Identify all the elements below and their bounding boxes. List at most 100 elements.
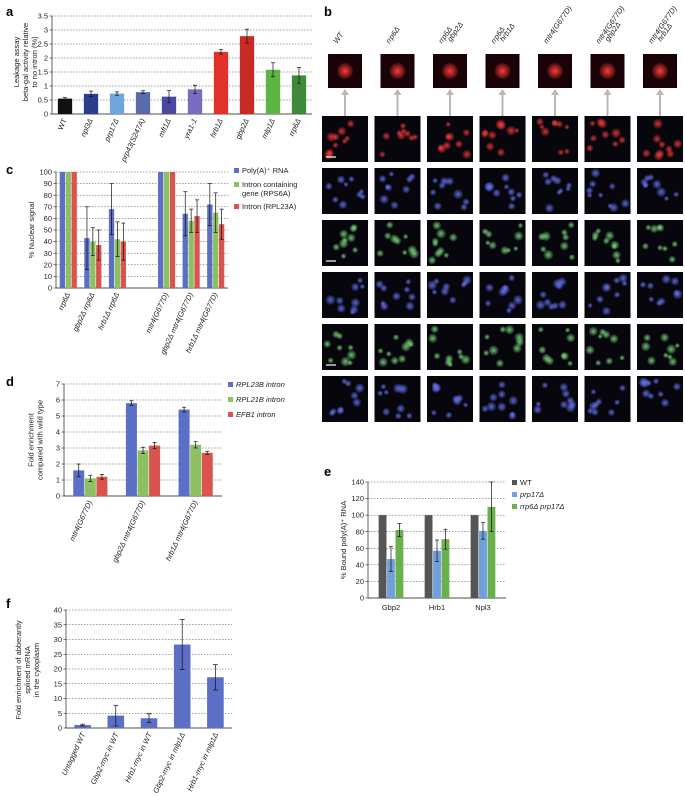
cell [336, 304, 346, 313]
arrow-head [393, 89, 402, 95]
cell [485, 283, 494, 292]
cell [657, 244, 663, 251]
cell [457, 353, 465, 360]
bar [84, 478, 96, 496]
cell [377, 390, 384, 397]
cell [436, 228, 446, 239]
cell [378, 175, 387, 183]
legend-label: RPL21B intron [236, 395, 285, 404]
y-tick-label: 140 [351, 478, 364, 487]
cell [488, 130, 497, 140]
cell [609, 334, 619, 344]
x-tick-label: Hrb1-myc in WT [123, 730, 155, 784]
cell [488, 345, 499, 356]
chart-a: 0 0.5 1 1.5 2 2.5 3 3.5 Leakage assay beta-gal ac… [12, 12, 312, 164]
cell [445, 133, 452, 140]
x-tick-label: gbp2Δ [233, 117, 250, 140]
cell [652, 378, 659, 385]
legend-label: rrp6Δ prp17Δ [520, 502, 564, 511]
cell [589, 134, 597, 142]
cell [455, 140, 463, 148]
cell [432, 240, 439, 247]
cell [486, 401, 497, 412]
y-axis-label: beta-gal activity relative [21, 23, 30, 101]
cell [427, 333, 438, 343]
cell [645, 224, 652, 231]
cell [514, 127, 520, 134]
cell [596, 295, 604, 304]
cell [613, 277, 621, 284]
legend-swatch [234, 168, 239, 173]
x-tick-label: hrb1Δ [208, 117, 225, 139]
cell [612, 250, 621, 260]
legend-label: Poly(A)⁺ RNA [242, 166, 288, 175]
cell [658, 141, 666, 148]
cell [485, 142, 495, 151]
x-tick-label: mtr4(G677D) [67, 499, 94, 543]
y-tick-label: 80 [356, 527, 364, 536]
y-tick-label: 25 [54, 650, 62, 659]
cell [332, 330, 340, 339]
cell [431, 289, 438, 295]
cell [347, 360, 353, 366]
cell [344, 135, 351, 142]
cell [348, 176, 355, 183]
cell [673, 191, 680, 198]
x-tick-label: Hrb1-myc in mlp1Δ [185, 731, 220, 793]
bar [387, 559, 395, 598]
bar [74, 725, 91, 728]
micrograph-column-label: WT [331, 29, 346, 45]
y-tick-label: 15 [54, 679, 62, 688]
y-tick-label: 35 [54, 620, 62, 629]
cell [336, 175, 346, 184]
y-tick-label: 30 [54, 635, 62, 644]
micrograph-column-label: mtr4(G677D) [541, 4, 574, 45]
x-tick-label: prp43(S247A) [118, 117, 147, 164]
y-tick-label: 7 [56, 380, 60, 389]
cell [502, 284, 508, 291]
bar [239, 36, 255, 114]
cell [539, 124, 545, 130]
cell [398, 354, 407, 363]
cell [378, 357, 388, 367]
cell [652, 134, 662, 144]
cell [588, 326, 598, 336]
y-tick-label: 20 [44, 260, 52, 269]
cell [565, 182, 573, 189]
cell [433, 352, 441, 360]
cell [660, 333, 670, 342]
cell [350, 391, 359, 400]
cell [597, 192, 604, 198]
bar [218, 224, 225, 288]
cell [656, 187, 667, 197]
cell [384, 184, 391, 190]
cell [611, 128, 621, 138]
inset-nucleus [442, 63, 458, 79]
arrow-head [603, 89, 612, 95]
cell [376, 249, 384, 257]
bar [109, 93, 125, 114]
cell [643, 333, 651, 342]
inset-nucleus [652, 63, 668, 79]
x-tick-label: rrp6Δ [287, 117, 303, 137]
cell [484, 334, 490, 340]
cell [408, 134, 415, 142]
arrow-head [551, 89, 559, 95]
cell [645, 380, 652, 387]
x-tick-label: hrb1Δ rrp6Δ [96, 291, 121, 331]
cell [608, 183, 616, 190]
cell [449, 233, 458, 242]
cell [325, 294, 336, 305]
cell [389, 234, 399, 244]
cell [339, 229, 349, 239]
y-axis-label: % Bound poly(A)⁺ RNA [339, 501, 348, 579]
panel-letter-f: f [6, 596, 11, 611]
cell [431, 409, 437, 416]
cell [653, 151, 664, 161]
legend-label: Intron (RPL23A) [242, 202, 297, 211]
cell [437, 143, 447, 154]
cell [407, 245, 417, 255]
cell [547, 303, 556, 311]
cell [591, 408, 599, 416]
cell [338, 200, 348, 210]
